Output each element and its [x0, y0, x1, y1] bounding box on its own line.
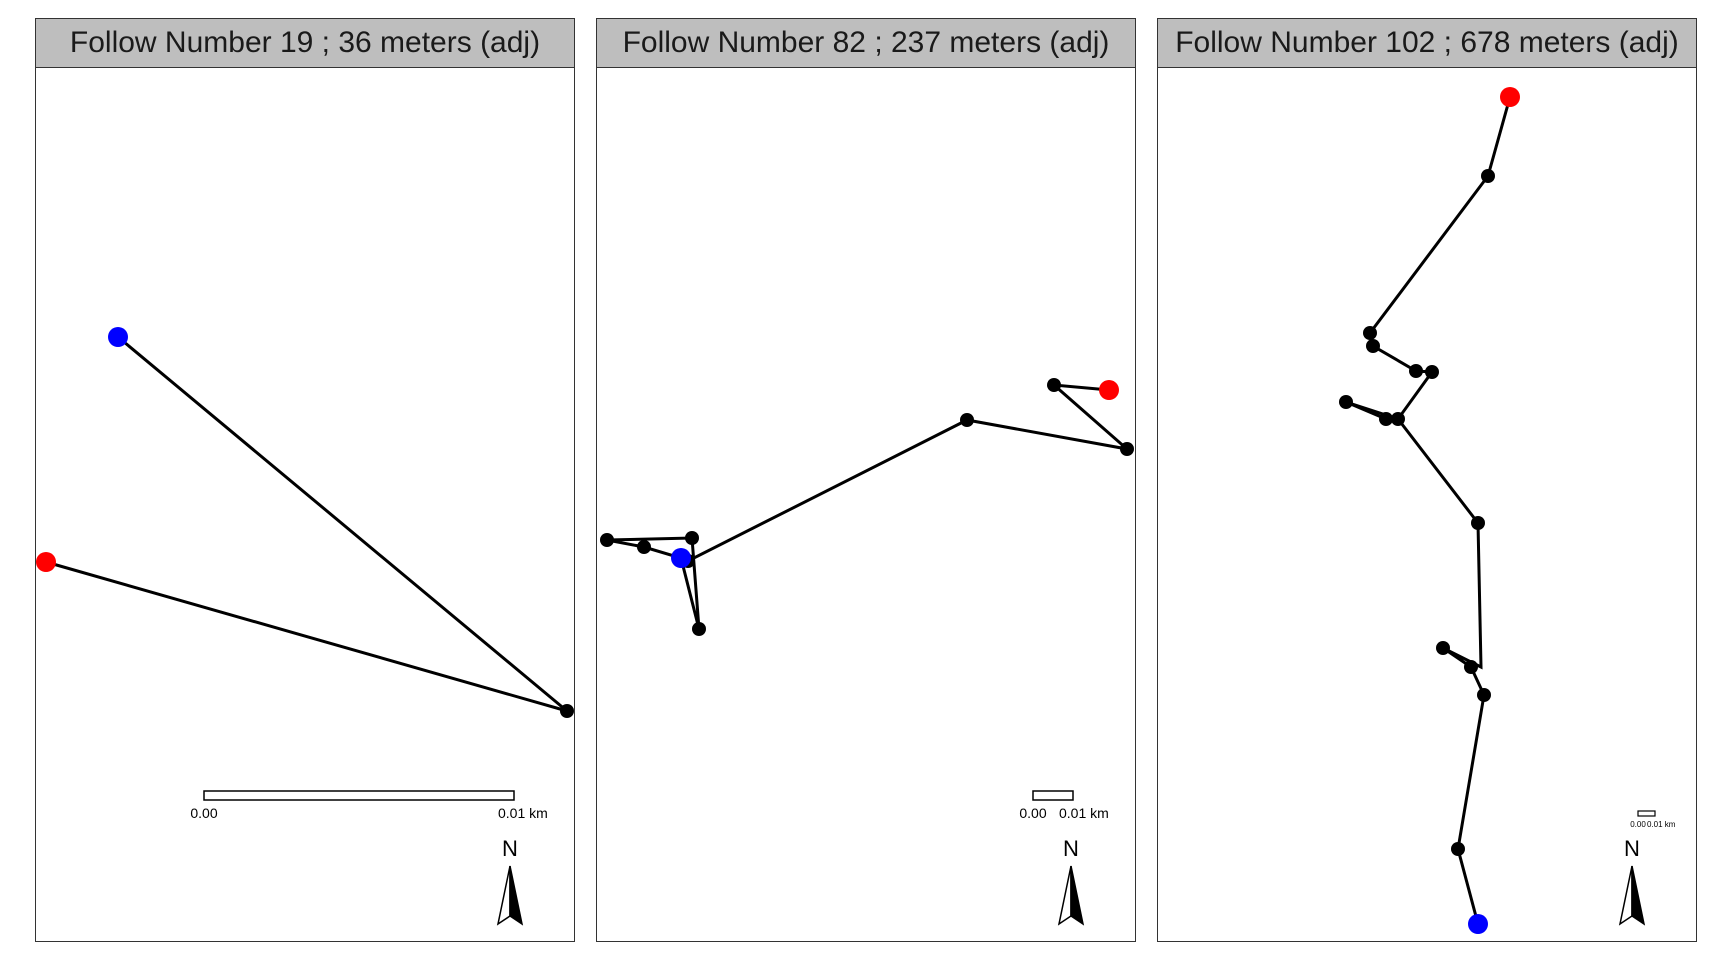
track-point: [1477, 688, 1491, 702]
north-label: N: [502, 836, 518, 861]
start-point: [1468, 914, 1488, 934]
track-points: [1339, 169, 1495, 856]
north-arrow: N: [496, 836, 524, 926]
track-point: [960, 413, 974, 427]
end-point: [36, 552, 56, 572]
track-line: [606, 383, 1133, 630]
track-point: [1379, 412, 1393, 426]
north-arrow: N: [1057, 836, 1085, 926]
track-point: [1366, 339, 1380, 353]
track-point: [1391, 412, 1405, 426]
map-panel-follow-19: Follow Number 19 ; 36 meters (adj) 0.00 …: [35, 18, 575, 942]
north-label: N: [1063, 836, 1079, 861]
track-points: [600, 378, 1134, 636]
track-point: [1047, 378, 1061, 392]
north-arrow: N: [1618, 836, 1646, 926]
track-point: [1339, 395, 1353, 409]
panel-title: Follow Number 102 ; 678 meters (adj): [1158, 19, 1696, 68]
scale-bar: 0.00 0.01 km: [190, 790, 548, 821]
track-map: 0.00 0.01 km N: [36, 327, 574, 926]
track-path: [45, 335, 568, 713]
end-point: [1099, 380, 1119, 400]
panel-title: Follow Number 19 ; 36 meters (adj): [36, 19, 574, 68]
scale-bar-right-label: 0.01 km: [1059, 805, 1109, 821]
track-point: [1464, 660, 1478, 674]
end-point: [1500, 87, 1520, 107]
map-panel-follow-82: Follow Number 82 ; 237 meters (adj) 0.00…: [596, 18, 1136, 942]
north-label: N: [1624, 836, 1640, 861]
track-point: [1451, 842, 1465, 856]
track-line: [1345, 96, 1512, 925]
scale-bar: 0.00 0.01 km: [1019, 790, 1109, 821]
track-point: [685, 531, 699, 545]
track-point: [1471, 516, 1485, 530]
scale-bar-left-label: 0.00: [1630, 820, 1646, 829]
scale-bar-left-label: 0.00: [190, 805, 217, 821]
scale-bar-left-label: 0.00: [1019, 805, 1046, 821]
start-point: [108, 327, 128, 347]
panel-title: Follow Number 82 ; 237 meters (adj): [597, 19, 1135, 68]
track-point: [1120, 442, 1134, 456]
track-point: [1436, 641, 1450, 655]
track-point: [1425, 365, 1439, 379]
track-path: [1345, 96, 1512, 925]
track-path: [606, 383, 1133, 630]
track-point: [692, 622, 706, 636]
track-point: [637, 540, 651, 554]
scale-bar-right-label: 0.01 km: [1647, 820, 1676, 829]
track-map: 0.00 0.01 km N: [600, 378, 1134, 926]
track-point: [560, 704, 574, 718]
track-map: 0.00 0.01 km N: [1339, 87, 1676, 934]
track-point: [1481, 169, 1495, 183]
scale-bar: 0.00 0.01 km: [1630, 810, 1676, 829]
start-point: [671, 548, 691, 568]
scale-bar-right-label: 0.01 km: [498, 805, 548, 821]
track-point: [1409, 364, 1423, 378]
track-line: [45, 335, 568, 713]
map-panel-follow-102: Follow Number 102 ; 678 meters (adj) 0.0…: [1157, 18, 1697, 942]
track-point: [600, 533, 614, 547]
track-point: [1363, 326, 1377, 340]
